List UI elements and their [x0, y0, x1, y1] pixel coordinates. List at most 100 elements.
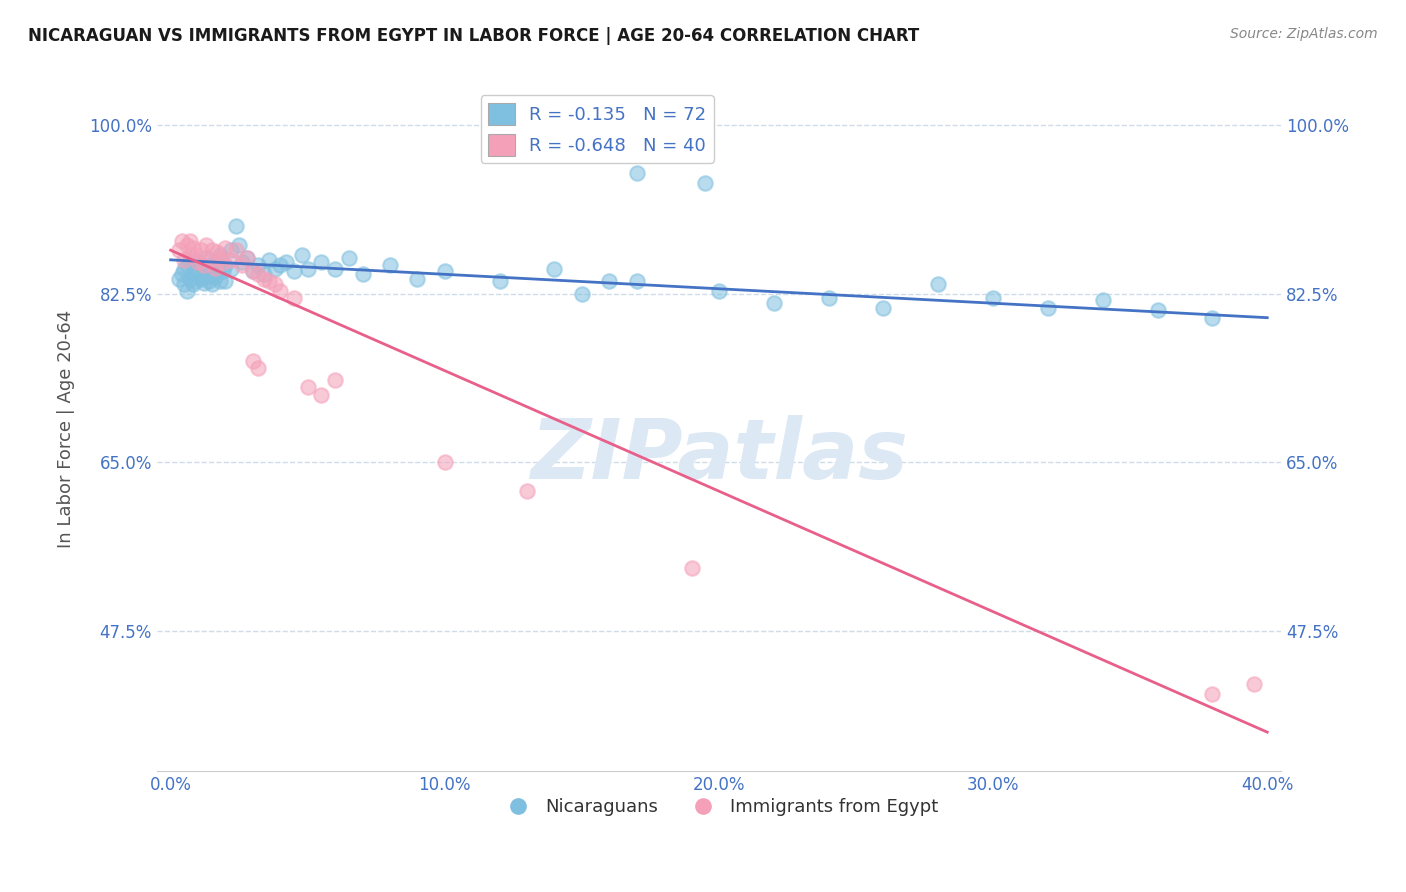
Point: [219, 244, 242, 258]
Point: [297, 262, 319, 277]
Point: [236, 251, 259, 265]
Text: NICARAGUAN VS IMMIGRANTS FROM EGYPT IN LABOR FORCE | AGE 20-64 CORRELATION CHART: NICARAGUAN VS IMMIGRANTS FROM EGYPT IN L…: [28, 27, 920, 45]
Y-axis label: In Labor Force | Age 20-64: In Labor Force | Age 20-64: [58, 310, 75, 548]
Point: [195, 238, 218, 252]
Point: [231, 258, 253, 272]
Point: [204, 270, 226, 285]
Point: [184, 274, 207, 288]
Point: [626, 166, 648, 180]
Point: [187, 254, 209, 268]
Point: [323, 373, 346, 387]
Point: [872, 301, 894, 315]
Point: [173, 252, 195, 267]
Point: [1201, 687, 1223, 701]
Point: [543, 262, 565, 277]
Point: [198, 260, 221, 275]
Text: ZIPatlas: ZIPatlas: [530, 416, 908, 497]
Point: [516, 484, 538, 499]
Point: [193, 276, 215, 290]
Point: [236, 251, 259, 265]
Point: [201, 244, 224, 258]
Point: [1146, 303, 1168, 318]
Point: [253, 268, 276, 282]
Point: [198, 274, 221, 288]
Point: [179, 248, 201, 262]
Point: [274, 254, 297, 268]
Point: [1091, 293, 1114, 308]
Point: [259, 252, 281, 267]
Point: [179, 272, 201, 286]
Point: [283, 264, 305, 278]
Point: [707, 284, 730, 298]
Point: [195, 264, 218, 278]
Point: [173, 277, 195, 291]
Legend: Nicaraguans, Immigrants from Egypt: Nicaraguans, Immigrants from Egypt: [492, 791, 945, 823]
Point: [378, 258, 401, 272]
Point: [1036, 301, 1059, 315]
Point: [208, 274, 231, 288]
Point: [208, 248, 231, 262]
Point: [283, 292, 305, 306]
Point: [406, 272, 429, 286]
Point: [190, 244, 212, 258]
Point: [927, 277, 949, 291]
Point: [179, 252, 201, 267]
Point: [626, 274, 648, 288]
Point: [242, 354, 264, 368]
Point: [263, 262, 285, 277]
Point: [198, 252, 221, 267]
Point: [193, 270, 215, 285]
Point: [214, 241, 236, 255]
Point: [184, 248, 207, 262]
Point: [207, 245, 229, 260]
Point: [571, 286, 593, 301]
Point: [311, 388, 333, 402]
Point: [247, 268, 270, 282]
Point: [190, 272, 212, 286]
Point: [170, 234, 193, 248]
Point: [297, 380, 319, 394]
Point: [170, 268, 193, 282]
Point: [323, 262, 346, 277]
Point: [167, 272, 190, 286]
Point: [187, 268, 209, 283]
Point: [259, 274, 281, 288]
Point: [269, 258, 291, 272]
Point: [291, 248, 314, 262]
Point: [681, 561, 703, 575]
Point: [211, 264, 233, 278]
Point: [981, 292, 1004, 306]
Point: [269, 284, 291, 298]
Point: [190, 258, 212, 272]
Point: [176, 284, 198, 298]
Point: [247, 360, 270, 375]
Point: [337, 251, 360, 265]
Point: [488, 274, 510, 288]
Point: [1201, 310, 1223, 325]
Point: [193, 258, 215, 272]
Point: [433, 264, 456, 278]
Point: [214, 274, 236, 288]
Point: [219, 262, 242, 277]
Point: [242, 264, 264, 278]
Point: [181, 241, 204, 255]
Point: [352, 268, 374, 282]
Point: [201, 268, 224, 282]
Point: [187, 254, 209, 268]
Point: [184, 260, 207, 275]
Point: [225, 244, 247, 258]
Point: [225, 219, 247, 233]
Point: [311, 254, 333, 268]
Point: [167, 244, 190, 258]
Point: [242, 264, 264, 278]
Point: [201, 277, 224, 291]
Point: [179, 234, 201, 248]
Point: [211, 254, 233, 268]
Text: Source: ZipAtlas.com: Source: ZipAtlas.com: [1230, 27, 1378, 41]
Point: [1243, 677, 1265, 691]
Point: [176, 258, 198, 272]
Point: [204, 254, 226, 268]
Point: [181, 268, 204, 282]
Point: [263, 277, 285, 291]
Point: [214, 258, 236, 272]
